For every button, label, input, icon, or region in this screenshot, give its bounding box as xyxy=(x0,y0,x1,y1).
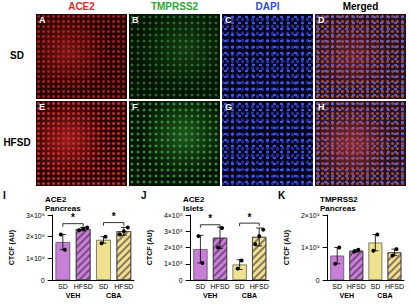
svg-text:0: 0 xyxy=(41,277,45,284)
svg-text:HFSD: HFSD xyxy=(347,283,366,290)
svg-text:CBA: CBA xyxy=(106,292,121,299)
svg-text:SD: SD xyxy=(235,283,245,290)
svg-text:I: I xyxy=(3,190,6,201)
html-text:F: F xyxy=(132,102,138,112)
svg-text:*: * xyxy=(208,213,212,224)
html-text:DAPI: DAPI xyxy=(255,1,280,12)
svg-text:*: * xyxy=(112,211,116,222)
svg-text:SD: SD xyxy=(332,283,342,290)
html-text:TMPRSS2: TMPRSS2 xyxy=(150,1,199,12)
svg-text:CTCF (AU): CTCF (AU) xyxy=(283,230,291,265)
html-text:ACE2: ACE2 xyxy=(68,1,95,12)
svg-text:0: 0 xyxy=(179,277,183,284)
svg-text:0: 0 xyxy=(316,277,320,284)
svg-text:1×10⁸: 1×10⁸ xyxy=(164,260,183,267)
svg-text:SD: SD xyxy=(58,283,68,290)
svg-text:3×10⁹: 3×10⁹ xyxy=(26,212,45,219)
svg-text:CBA: CBA xyxy=(377,292,392,299)
html-text:G: G xyxy=(225,102,232,112)
html-text:D: D xyxy=(318,15,325,25)
svg-text:ACE2: ACE2 xyxy=(45,195,67,204)
html-text:A: A xyxy=(39,15,46,25)
svg-text:HFSD: HFSD xyxy=(74,283,93,290)
svg-text:HFSD: HFSD xyxy=(114,283,133,290)
html-text:HFSD: HFSD xyxy=(3,137,31,148)
svg-text:2×10⁹: 2×10⁹ xyxy=(301,212,320,219)
svg-text:VEH: VEH xyxy=(340,292,354,299)
svg-text:2×10⁹: 2×10⁹ xyxy=(26,233,45,240)
svg-text:*: * xyxy=(247,212,251,223)
svg-text:1×10⁹: 1×10⁹ xyxy=(26,255,45,262)
svg-text:TMPRSS2: TMPRSS2 xyxy=(320,195,358,204)
svg-text:HFSD: HFSD xyxy=(385,283,404,290)
html-text:B: B xyxy=(132,15,139,25)
svg-text:CTCF (AU): CTCF (AU) xyxy=(146,230,154,265)
html-text:Merged: Merged xyxy=(342,1,379,12)
svg-text:SD: SD xyxy=(99,283,109,290)
html-text:C: C xyxy=(225,15,232,25)
svg-text:*: * xyxy=(71,212,75,223)
svg-text:CBA: CBA xyxy=(242,292,257,299)
svg-text:SD: SD xyxy=(371,283,381,290)
svg-text:VEH: VEH xyxy=(203,292,217,299)
svg-text:Pancreas: Pancreas xyxy=(320,204,356,213)
svg-text:2×10⁸: 2×10⁸ xyxy=(164,244,183,251)
html-text:SD: SD xyxy=(10,50,24,61)
svg-text:K: K xyxy=(278,190,286,201)
svg-text:3×10⁸: 3×10⁸ xyxy=(164,228,183,235)
svg-text:HFSD: HFSD xyxy=(250,283,269,290)
svg-text:ACE2: ACE2 xyxy=(183,195,205,204)
svg-text:4×10⁸: 4×10⁸ xyxy=(164,212,183,219)
svg-text:SD: SD xyxy=(196,283,206,290)
svg-text:CTCF (AU): CTCF (AU) xyxy=(8,230,16,265)
svg-text:1×10⁹: 1×10⁹ xyxy=(301,244,320,251)
html-text:E: E xyxy=(39,102,45,112)
svg-text:VEH: VEH xyxy=(66,292,80,299)
html-text:H: H xyxy=(318,102,325,112)
svg-text:Islets: Islets xyxy=(183,204,204,213)
svg-text:HFSD: HFSD xyxy=(210,283,229,290)
svg-text:Pancreas: Pancreas xyxy=(45,204,81,213)
svg-text:J: J xyxy=(141,190,147,201)
